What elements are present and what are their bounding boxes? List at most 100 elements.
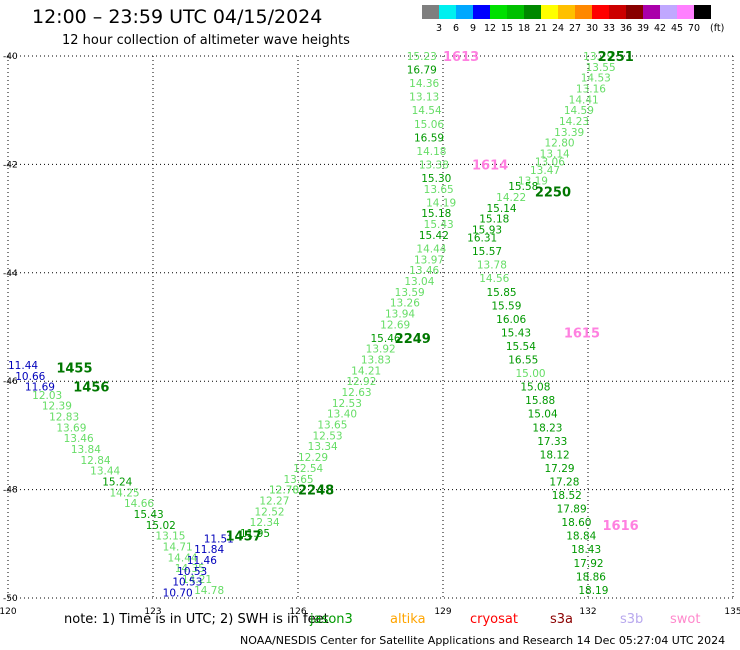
swh-value: 16.31 (467, 233, 497, 245)
swh-value: 15.08 (520, 382, 550, 394)
swh-value: 12.53 (313, 430, 343, 442)
colorbar-swatch (473, 5, 490, 19)
swh-value: 16.06 (496, 314, 526, 326)
track-time-label: 1616 (603, 519, 639, 534)
swh-value: 14.56 (479, 273, 509, 285)
colorbar-unit: (ft) (710, 23, 725, 34)
swh-value: 14.59 (564, 105, 594, 117)
colorbar-label: 9 (469, 23, 477, 34)
lat-tick-label: -40 (3, 52, 18, 62)
swh-value: 13.84 (71, 444, 101, 456)
footer-credit: NOAA/NESDIS Center for Satellite Applica… (240, 634, 726, 647)
swh-value: 13.94 (385, 308, 415, 320)
swh-value: 17.92 (574, 558, 604, 570)
swh-value: 14.19 (426, 197, 456, 209)
colorbar-label: 33 (602, 23, 616, 34)
swh-value: 13.16 (576, 84, 606, 96)
swh-value: 12.39 (42, 401, 72, 413)
swh-value: 12.83 (49, 411, 79, 423)
swh-value: 17.33 (537, 436, 567, 448)
lat-tick-label: -50 (3, 594, 18, 604)
swh-value: 14.21 (182, 574, 212, 586)
swh-value: 14.78 (194, 585, 224, 597)
swh-value: 13.26 (390, 298, 420, 310)
swh-value: 13.44 (90, 466, 120, 478)
lat-tick-label: -46 (3, 377, 18, 387)
colorbar-label: 36 (619, 23, 633, 34)
swh-value: 13.38 (419, 159, 449, 171)
track-time-label: 1613 (443, 50, 479, 65)
swh-value: 14.66 (124, 498, 154, 510)
swh-value: 15.46 (371, 333, 401, 345)
swh-value: 13.59 (395, 287, 425, 299)
colorbar-label: 6 (452, 23, 460, 34)
swh-value: 11.69 (25, 382, 55, 394)
colorbar-swatch (694, 5, 711, 19)
swh-value: 11.46 (187, 555, 217, 567)
swh-value: 12.80 (545, 138, 575, 150)
swh-value: 13.46 (409, 265, 439, 277)
swh-value: 15.59 (491, 300, 521, 312)
colorbar-label: 45 (670, 23, 684, 34)
swh-value: 15.30 (421, 173, 451, 185)
swh-value: 13.65 (317, 420, 347, 432)
swh-value: 13.40 (327, 409, 357, 421)
swh-value: 12.69 (380, 319, 410, 331)
track-time-label: 2249 (395, 332, 431, 347)
swh-value: 15.23 (407, 51, 437, 63)
lon-tick-label: 132 (579, 607, 596, 617)
swh-value: 13.29 (583, 51, 613, 63)
swh-value: 14.54 (412, 105, 442, 117)
colorbar-swatch (626, 5, 643, 19)
swh-value: 15.85 (487, 287, 517, 299)
swh-value: 17.29 (545, 463, 575, 475)
swh-value: 14.21 (351, 365, 381, 377)
colorbar-swatch (541, 5, 558, 19)
colorbar-label: 24 (551, 23, 565, 34)
swh-value: 12.78 (269, 485, 299, 497)
swh-value: 18.12 (540, 449, 570, 461)
colorbar-swatch (490, 5, 507, 19)
swh-value: 14.36 (409, 78, 439, 90)
swh-value: 14.35 (175, 563, 205, 575)
legend-s3b: s3b (620, 612, 644, 627)
swh-value: 11.84 (194, 544, 224, 556)
swh-value: 15.42 (419, 230, 449, 242)
swh-value: 16.55 (508, 355, 538, 367)
swh-value: 13.15 (155, 531, 185, 543)
track-time-label: 1457 (226, 530, 262, 545)
track-time-label: 2251 (598, 50, 634, 65)
swh-value: 12.03 (32, 390, 62, 402)
swh-value: 15.02 (146, 520, 176, 532)
swh-value: 10.70 (163, 588, 193, 600)
swh-value: 16.79 (407, 65, 437, 77)
swh-value: 12.34 (250, 517, 280, 529)
swh-value: 13.55 (586, 62, 616, 74)
track-time-label: 1614 (472, 158, 508, 173)
colorbar-swatch (439, 5, 456, 19)
colorbar-swatch (524, 5, 541, 19)
swh-value: 13.06 (535, 157, 565, 169)
swh-value: 12.63 (342, 387, 372, 399)
swh-value: 14.41 (569, 94, 599, 106)
legend-s3a: s3a (550, 612, 574, 627)
swh-value: 15.06 (414, 119, 444, 131)
swh-value: 15.00 (516, 368, 546, 380)
swh-value: 14.44 (416, 243, 446, 255)
swh-value: 11.95 (240, 528, 270, 540)
lat-tick-label: -42 (3, 160, 18, 170)
swh-value: 13.69 (56, 422, 86, 434)
swh-value: 15.88 (525, 395, 555, 407)
colorbar-swatch (507, 5, 524, 19)
wave-height-colorbar: 3 6 9 12 15 18 21 24 27 30 33 36 39 42 45 70 (ft) (422, 5, 728, 34)
swh-value: 14.71 (163, 542, 193, 554)
swh-value: 11.44 (8, 360, 38, 372)
swh-value: 14.25 (110, 487, 140, 499)
swh-value: 12.54 (293, 463, 323, 475)
swh-value: 12.70 (269, 485, 299, 497)
lat-tick-label: -48 (3, 486, 18, 496)
swh-value: 13.65 (284, 474, 314, 486)
colorbar-label: 3 (435, 23, 443, 34)
page-title: 12:00 – 23:59 UTC 04/15/2024 (32, 6, 323, 28)
